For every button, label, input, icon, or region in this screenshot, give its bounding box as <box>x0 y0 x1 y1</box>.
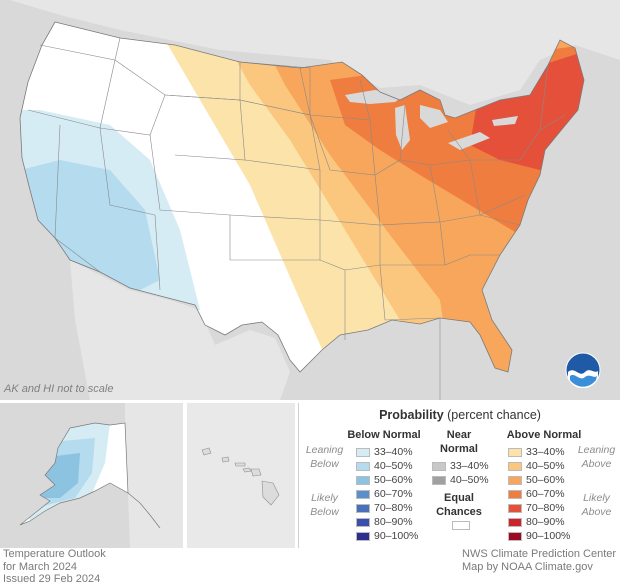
below-normal-swatch <box>356 461 370 471</box>
leaning-below-1: Leaning <box>305 444 344 456</box>
above-normal-row: 33–40% <box>508 446 565 458</box>
below-normal-swatch <box>356 447 370 457</box>
below-normal-row: 70–80% <box>356 502 413 514</box>
mexico-landmass <box>70 260 290 400</box>
above-normal-row: 80–90% <box>508 516 565 528</box>
us-outline <box>19 21 585 373</box>
alaska-inset <box>0 403 183 548</box>
above-normal-label: 80–90% <box>526 516 565 528</box>
outlook-period: for March 2024 <box>3 560 77 573</box>
contiguous-us-map: AK and HI not to scale <box>0 0 620 400</box>
below-normal-row: 80–90% <box>356 516 413 528</box>
above-normal-swatch <box>508 489 522 499</box>
legend-title-rest: (percent chance) <box>443 408 541 422</box>
scale-note: AK and HI not to scale <box>4 383 114 395</box>
above-normal-swatch <box>508 503 522 513</box>
near-normal-label: 33–40% <box>450 460 489 472</box>
below-normal-swatch <box>356 503 370 513</box>
near-normal-label: 40–50% <box>450 474 489 486</box>
above-normal-heading: Above Normal <box>506 429 582 441</box>
equal-chances-1: Equal <box>444 492 474 504</box>
canada-landmass <box>10 0 620 105</box>
credits: NWS Climate Prediction Center Map by NOA… <box>462 548 616 573</box>
equal-chances-2: Chances <box>436 506 482 518</box>
above-normal-label: 70–80% <box>526 502 565 514</box>
likely-above-2: Above <box>581 506 612 518</box>
above-normal-swatch <box>508 461 522 471</box>
below-normal-label: 90–100% <box>374 530 419 542</box>
outlook-info: Temperature Outlook for March 2024 Issue… <box>3 548 106 586</box>
above-normal-row: 90–100% <box>508 530 570 542</box>
near-normal-heading-1: Near <box>446 429 472 441</box>
credit-climate-gov: Map by NOAA Climate.gov <box>462 560 593 573</box>
above-normal-swatch <box>508 475 522 485</box>
legend-title: Probability (percent chance) <box>299 408 620 422</box>
above-normal-label: 40–50% <box>526 460 565 472</box>
above-normal-swatch <box>508 447 522 457</box>
ak-panhandle <box>127 492 161 529</box>
below-normal-swatch <box>356 517 370 527</box>
near-normal-swatch <box>432 475 446 485</box>
leaning-below-2: Below <box>310 458 339 470</box>
leaning-below-label: Leaning Below <box>302 443 347 471</box>
above-normal-label: 33–40% <box>526 446 565 458</box>
hawaii-inset <box>187 403 295 548</box>
below-normal-label: 40–50% <box>374 460 413 472</box>
likely-below-label: Likely Below <box>302 491 347 519</box>
equal-chances-swatch <box>452 521 470 530</box>
below-normal-label: 70–80% <box>374 502 413 514</box>
above-normal-label: 90–100% <box>526 530 571 542</box>
hawaii-inset-map <box>187 403 295 548</box>
above-normal-label: 50–60% <box>526 474 565 486</box>
state-boundaries <box>27 37 566 400</box>
likely-below-1: Likely <box>311 492 338 504</box>
canada-landmass-ak <box>125 403 183 548</box>
credit-cpc: NWS Climate Prediction Center <box>462 548 617 560</box>
above-normal-row: 60–70% <box>508 488 565 500</box>
near-normal-row: 40–50% <box>432 474 489 486</box>
below-normal-label: 50–60% <box>374 474 413 486</box>
below-normal-row: 90–100% <box>356 530 418 542</box>
equal-chances-heading: Equal Chances <box>434 491 484 519</box>
below-normal-row: 60–70% <box>356 488 413 500</box>
hawaii-islands <box>201 447 280 506</box>
above-normal-swatch <box>508 517 522 527</box>
ak-outline <box>19 422 129 526</box>
above-normal-label: 60–70% <box>526 488 565 500</box>
above-normal-swatch <box>508 531 522 541</box>
below-normal-label: 33–40% <box>374 446 413 458</box>
below-normal-row: 33–40% <box>356 446 413 458</box>
near-normal-swatch <box>432 461 446 471</box>
near-normal-row: 33–40% <box>432 460 489 472</box>
below-normal-label: 80–90% <box>374 516 413 528</box>
below-normal-label: 60–70% <box>374 488 413 500</box>
below-normal-swatch <box>356 475 370 485</box>
below-normal-row: 40–50% <box>356 460 413 472</box>
likely-below-2: Below <box>310 506 339 518</box>
outlook-issued-date: Issued 29 Feb 2024 <box>3 573 101 585</box>
above-normal-row: 70–80% <box>508 502 565 514</box>
legend-panel: Probability (percent chance) Below Norma… <box>298 403 620 548</box>
leaning-above-label: Leaning Above <box>574 443 619 471</box>
great-lakes <box>345 90 518 150</box>
above-normal-row: 50–60% <box>508 474 565 486</box>
leaning-above-1: Leaning <box>577 444 616 456</box>
noaa-logo-icon <box>565 352 601 388</box>
near-normal-heading-2: Normal <box>440 443 478 455</box>
outlook-title: Temperature Outlook <box>3 548 106 560</box>
below-normal-heading: Below Normal <box>347 429 421 441</box>
near-normal-heading: Near Normal <box>434 428 484 456</box>
below-normal-swatch <box>356 489 370 499</box>
alaska-inset-map <box>0 403 183 548</box>
legend-title-bold: Probability <box>379 408 444 422</box>
likely-above-label: Likely Above <box>574 491 619 519</box>
temperature-outlook-map-svg <box>10 0 620 400</box>
above-normal-row: 40–50% <box>508 460 565 472</box>
below-normal-row: 50–60% <box>356 474 413 486</box>
leaning-above-2: Above <box>581 458 612 470</box>
below-normal-swatch <box>356 531 370 541</box>
likely-above-1: Likely <box>583 492 610 504</box>
